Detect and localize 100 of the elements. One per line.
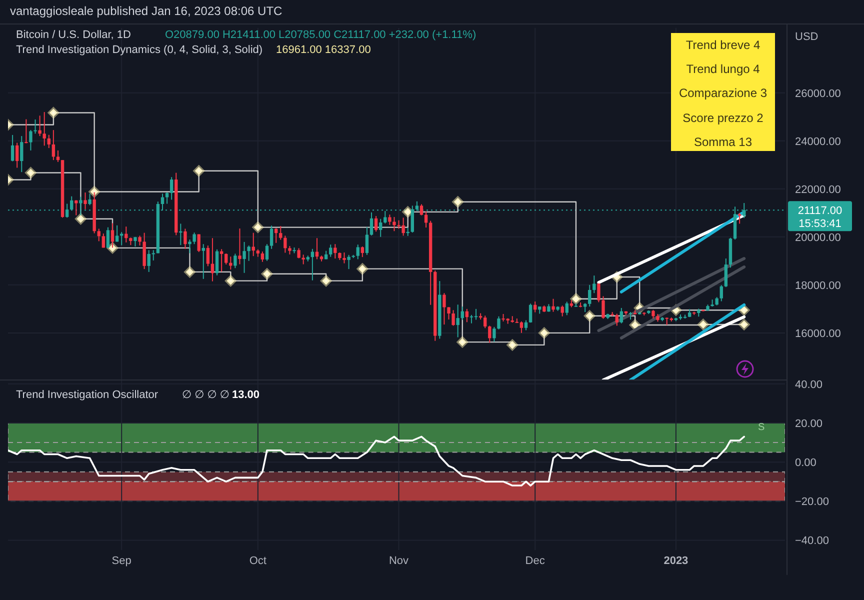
- annotation: Score prezzo 2: [682, 111, 764, 125]
- candlestick: [65, 203, 69, 218]
- point: [506, 339, 518, 350]
- candlestick: [188, 239, 192, 254]
- candlestick: [388, 214, 392, 226]
- candlestick: [197, 234, 200, 253]
- candlestick: [97, 228, 100, 242]
- y-tick-label: 18000.00: [795, 280, 841, 292]
- point: [738, 304, 750, 316]
- point: [452, 196, 464, 208]
- y-tick-label: −20.00: [795, 496, 829, 508]
- point: [320, 275, 332, 286]
- candlestick: [552, 298, 555, 312]
- candlestick: [460, 306, 464, 320]
- candlestick: [497, 316, 500, 330]
- candlestick: [115, 224, 119, 242]
- y-tick-label: 24000.00: [795, 136, 841, 148]
- candlestick: [392, 216, 396, 232]
- candlestick: [520, 320, 524, 334]
- annotation: S: [758, 422, 765, 433]
- point: [75, 213, 86, 224]
- y-axis-title: USD: [795, 31, 818, 43]
- candlestick: [106, 226, 110, 248]
- candlestick: [378, 218, 382, 238]
- candlestick: [242, 241, 246, 274]
- candlestick: [342, 252, 346, 264]
- x-tick-label: Oct: [249, 555, 266, 567]
- candlestick: [247, 245, 250, 262]
- annotation: Somma 13: [694, 135, 752, 149]
- candlestick: [10, 134, 14, 162]
- candlestick: [202, 244, 205, 280]
- candlestick: [88, 193, 92, 206]
- candlestick: [492, 326, 496, 342]
- candlestick: [528, 303, 532, 324]
- point: [738, 319, 750, 330]
- y-tick-label: 22000.00: [795, 184, 841, 196]
- candlestick: [224, 252, 228, 266]
- candlestick: [252, 232, 255, 257]
- point: [252, 222, 264, 233]
- candlestick: [602, 296, 605, 320]
- candlestick: [274, 228, 278, 244]
- candlestick: [738, 212, 742, 224]
- candlestick: [184, 228, 187, 250]
- candlestick: [474, 308, 478, 320]
- ref-line-label: 21117.00: [798, 205, 842, 218]
- candlestick: [138, 235, 142, 246]
- candlestick: [620, 307, 624, 324]
- point: [698, 319, 709, 330]
- annotation: ∅ ∅ ∅ ∅: [182, 389, 230, 401]
- point: [356, 263, 368, 274]
- candlestick: [206, 245, 210, 267]
- point: [456, 336, 468, 348]
- candlestick: [452, 310, 455, 326]
- candlestick: [179, 223, 182, 246]
- point: [630, 320, 641, 331]
- x-tick-label: Sep: [112, 555, 132, 567]
- y-tick-label: 40.00: [795, 378, 823, 391]
- candlestick: [420, 204, 424, 216]
- annotation: Trend breve 4: [686, 38, 760, 52]
- candlestick: [720, 284, 723, 302]
- line-series: [8, 436, 746, 486]
- candlestick: [24, 118, 28, 144]
- candlestick: [270, 225, 274, 250]
- candlestick: [356, 244, 360, 260]
- candlestick: [238, 228, 242, 265]
- point: [262, 268, 272, 280]
- candlestick: [592, 275, 596, 294]
- candlestick: [38, 115, 42, 137]
- annotation: Trend lungo 4: [686, 62, 760, 76]
- candlestick: [210, 238, 214, 282]
- candlestick: [588, 284, 592, 308]
- candlestick: [74, 200, 78, 216]
- x-tick-label: Nov: [388, 555, 410, 567]
- y-tick-label: 20000.00: [795, 232, 841, 244]
- candlestick: [56, 150, 60, 162]
- candlestick: [524, 320, 528, 331]
- candlestick: [724, 258, 728, 288]
- candlestick: [234, 253, 237, 269]
- point: [25, 167, 36, 178]
- candlestick: [110, 222, 114, 248]
- candlestick: [442, 292, 446, 326]
- y-tick-label: 0.00: [795, 457, 816, 470]
- annotation: 13.00: [232, 389, 260, 401]
- candlestick: [297, 248, 300, 259]
- candlestick: [347, 254, 350, 270]
- candlestick: [42, 112, 46, 146]
- x-tick-label: Dec: [525, 555, 546, 567]
- candlestick: [215, 248, 219, 276]
- candlestick: [374, 216, 378, 232]
- candlestick: [365, 226, 369, 256]
- candlestick: [384, 210, 387, 224]
- candlestick: [456, 304, 460, 338]
- chart-subtitle: vantaggiosleale published Jan 16, 2023 08:06 UTC: [10, 4, 283, 18]
- y-tick-label: −40.00: [795, 535, 829, 548]
- candlestick: [484, 315, 487, 329]
- candlestick: [370, 212, 374, 236]
- candlestick: [102, 233, 106, 248]
- x-tick-label: 2023: [664, 555, 688, 567]
- candlestick: [279, 226, 282, 240]
- candlestick: [147, 250, 150, 272]
